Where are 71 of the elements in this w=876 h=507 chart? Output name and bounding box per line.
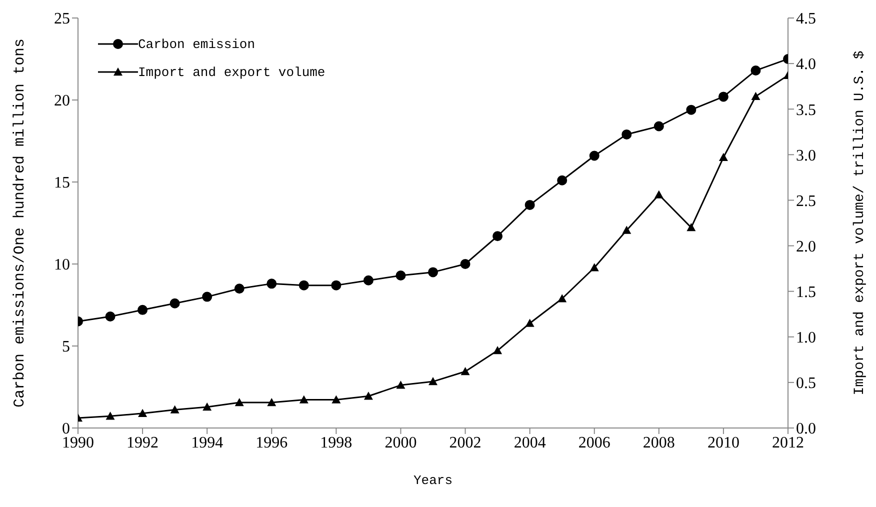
point [590,263,599,272]
y2-tick-label: 0.5 [796,375,816,392]
x-tick-label: 1996 [256,434,288,452]
y-tick-label: 5 [62,338,70,356]
x-tick-label: 1998 [320,434,352,452]
point [428,267,438,278]
point [718,152,728,161]
point [331,280,342,290]
point [202,292,212,302]
point [622,226,632,234]
x-tick-label: 2010 [707,434,740,452]
point [460,367,470,376]
point [138,304,148,315]
point [622,129,632,140]
y2-tick-label: 3.5 [796,102,816,119]
point [170,405,180,414]
point [654,190,664,198]
point [558,294,567,302]
point [524,200,535,210]
y-tick-label: 10 [54,256,70,274]
legend-label: Carbon emission [138,36,256,52]
y2-tick-label: 3.0 [796,147,816,164]
legend-label: Import and export volume [138,64,326,80]
x-tick-label: 2008 [642,434,675,452]
x-tick-label: 2000 [384,434,417,452]
point [428,377,438,386]
point [332,395,341,404]
y2-tick-label: 4.5 [796,10,816,28]
y-tick-label: 25 [54,10,70,28]
y-tick-label: 20 [54,92,70,110]
y2-tick-label: 2.5 [796,192,816,210]
y2-tick-label: 4.0 [796,56,816,74]
point [299,395,308,404]
point [686,223,696,232]
point [105,311,116,322]
x-tick-label: 2004 [514,434,546,452]
point [170,298,180,308]
y2-tick-label: 2.0 [796,238,816,256]
x-axis-title: Years [413,473,453,488]
point [492,231,503,242]
point [396,270,406,280]
point [751,92,760,100]
point [718,92,728,102]
point [750,65,761,76]
point [138,408,148,418]
y2-tick-label: 1.5 [796,284,816,302]
point [298,280,309,290]
x-tick-label: 2006 [578,434,610,452]
point [396,380,406,389]
point [686,104,696,115]
point [267,398,276,406]
point [363,275,374,286]
y2-axis-title: Import and export volume/ trillion U.S. $ [852,50,868,396]
x-tick-label: 1992 [126,434,159,452]
point [589,150,600,161]
x-tick-label: 2002 [449,434,482,452]
x-tick-label: 1994 [191,434,224,452]
y-tick-label: 15 [54,174,70,192]
point [202,402,212,411]
point [493,346,502,354]
point [557,175,568,186]
y2-tick-label: 1.0 [796,330,816,347]
y-axis-title: Carbon emissions/One hundred million tons [11,38,28,408]
point [525,318,534,327]
point [106,412,115,420]
point [234,284,244,294]
point [460,259,470,269]
point [654,121,664,132]
point [364,392,373,400]
point [266,278,277,289]
point [234,398,244,406]
